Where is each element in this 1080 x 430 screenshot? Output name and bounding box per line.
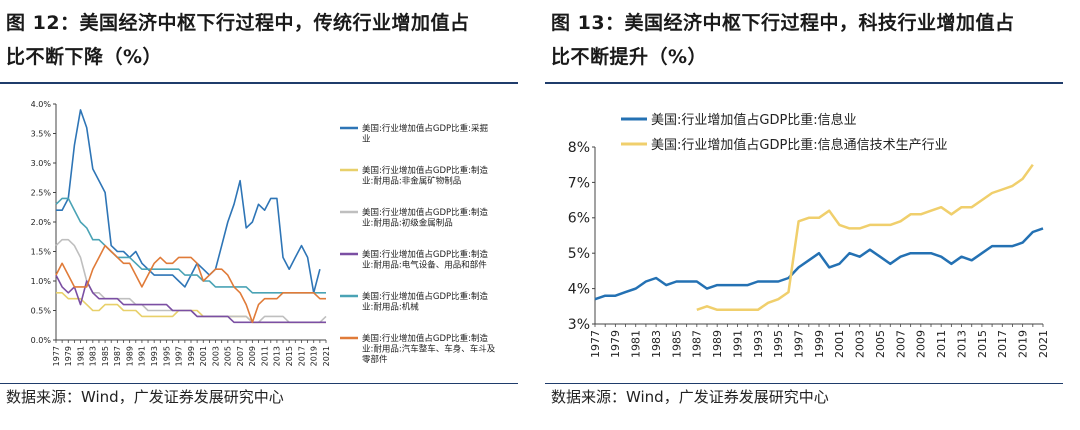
series-line-1 [56, 109, 321, 294]
y-tick-label: 3.5% [31, 129, 52, 138]
y-tick-label: 2.5% [31, 188, 52, 197]
chart-13-plot: 3% 4% 5% 6% 7% 8% 1977 1979 1981 1983 1985 1987 1989… [568, 112, 1050, 358]
chart-12-title-rule [0, 82, 518, 84]
x-tick-label: 1989 [711, 330, 724, 358]
chart-13-bottom-rule [545, 383, 1063, 384]
x-tick-label: 2007 [894, 330, 907, 358]
legend: 美国:行业增加值占GDP比重:采掘业美国:行业增加值占GDP比重:制造业:耐用品… [340, 123, 496, 365]
chart-12-title-line2: 比不断下降（%） [6, 46, 163, 68]
x-tick-label: 2011 [260, 346, 269, 366]
x-tick-label: 2017 [996, 330, 1009, 358]
x-tick-label: 1977 [589, 330, 602, 358]
x-tick-label: 2001 [199, 346, 208, 366]
chart-13-panel: 图 13：美国经济中枢下行过程中，科技行业增加值占 比不断提升（%） 3% 4% 5… [545, 0, 1065, 430]
x-tick-label: 1995 [772, 330, 785, 358]
x-tick-label: 1991 [731, 330, 744, 358]
y-tick-label: 3.0% [31, 159, 52, 168]
y-tick-label: 6% [568, 211, 590, 227]
x-tick-label: 1985 [101, 346, 110, 366]
series-line-1 [594, 227, 1044, 301]
legend-label-5: 美国:行业增加值占GDP比重:制造业:耐用品:机械 [362, 291, 488, 313]
x-tick-label: 1995 [162, 346, 171, 366]
y-tick-label: 4% [568, 282, 590, 298]
x-tick-label: 2005 [224, 346, 233, 366]
x-tick-label: 2019 [1016, 330, 1029, 358]
x-tick-label: 2003 [211, 346, 220, 366]
x-tick-label: 1993 [752, 330, 765, 358]
y-tick-label: 0.5% [31, 306, 52, 315]
legend-label-6: 美国:行业增加值占GDP比重:制造业:耐用品:汽车整车、车身、车斗及零部件 [362, 333, 496, 365]
x-tick-label: 2021 [1037, 330, 1050, 358]
x-tick-label: 2013 [273, 346, 282, 366]
chart-12-title: 图 12：美国经济中枢下行过程中，传统行业增加值占 比不断下降（%） [6, 6, 470, 74]
x-tick-label: 2011 [935, 330, 948, 358]
x-tick-label: 2003 [854, 330, 867, 358]
x-tick-label: 2009 [248, 346, 257, 366]
y-tick-label: 4.0% [31, 100, 52, 109]
series-line-5 [55, 197, 326, 294]
x-tick-label: 1983 [89, 346, 98, 366]
x-tick-label: 1991 [138, 346, 147, 366]
y-tick-label: 2.0% [31, 218, 52, 227]
x-tick-label: 2007 [236, 346, 245, 366]
x-tick-label: 1977 [52, 346, 61, 366]
legend-label-2: 美国:行业增加值占GDP比重:制造业:耐用品:非金属矿物制品 [362, 165, 488, 187]
x-tick-label: 1993 [150, 346, 159, 366]
chart-13-title-line2: 比不断提升（%） [551, 46, 708, 68]
x-tick-label: 1997 [175, 346, 184, 366]
x-tick-label: 1987 [113, 346, 122, 366]
x-tick-label: 2017 [297, 346, 306, 366]
x-tick-label: 1999 [187, 346, 196, 366]
legend-label-2: 美国:行业增加值占GDP比重:信息通信技术生产行业 [651, 137, 948, 153]
series-line-4 [55, 274, 326, 324]
series-line-2 [696, 163, 1034, 312]
y-tick-label: 1.5% [31, 247, 52, 256]
y-tick-label: 3% [568, 317, 590, 333]
legend-label-3: 美国:行业增加值占GDP比重:制造业:耐用品:初级金属制品 [362, 207, 488, 229]
legend-label-1: 美国:行业增加值占GDP比重:采掘业 [362, 123, 488, 145]
x-tick-label: 1987 [691, 330, 704, 358]
y-tick-label: 5% [568, 246, 590, 262]
x-tick-label: 2021 [322, 346, 331, 366]
x-tick-label: 1979 [64, 346, 73, 366]
chart-13-source: 数据来源：Wind，广发证券发展研究中心 [551, 388, 829, 406]
x-tick-label: 1979 [609, 330, 622, 358]
x-tick-label: 2009 [915, 330, 928, 358]
chart-12-bottom-rule [0, 383, 518, 384]
x-tick-label: 1981 [630, 330, 643, 358]
y-tick-label: 8% [568, 140, 590, 156]
x-tick-label: 2001 [833, 330, 846, 358]
x-tick-label: 1981 [76, 346, 85, 366]
x-tick-label: 1985 [670, 330, 683, 358]
x-tick-label: 1989 [125, 346, 134, 366]
y-tick-label: 7% [568, 175, 590, 191]
series-line-6 [55, 244, 326, 324]
x-tick-label: 2015 [976, 330, 989, 358]
chart-12-title-line1: 图 12：美国经济中枢下行过程中，传统行业增加值占 [6, 12, 470, 34]
chart-12-panel: 图 12：美国经济中枢下行过程中，传统行业增加值占 比不断下降（%） 0.0% 0… [0, 0, 524, 430]
chart-12-plot: 0.0% 0.5% 1.0% 1.5% 2.0% 2.5% 3.0% 3.5% 4.0% 1977… [31, 100, 496, 367]
x-tick-label: 2015 [285, 346, 294, 366]
chart-12-source: 数据来源：Wind，广发证券发展研究中心 [6, 388, 284, 406]
legend: 美国:行业增加值占GDP比重:信息业美国:行业增加值占GDP比重:信息通信技术生… [621, 112, 948, 153]
chart-13-title-rule [545, 82, 1063, 84]
y-tick-label: 0.0% [31, 336, 52, 345]
x-tick-label: 2005 [874, 330, 887, 358]
x-tick-label: 2019 [310, 346, 319, 366]
x-tick-label: 1983 [650, 330, 663, 358]
x-tick-label: 1997 [792, 330, 805, 358]
legend-label-4: 美国:行业增加值占GDP比重:制造业:耐用品:电气设备、用品和部件 [362, 249, 488, 271]
chart-13-title: 图 13：美国经济中枢下行过程中，科技行业增加值占 比不断提升（%） [551, 6, 1015, 74]
x-tick-label: 2013 [955, 330, 968, 358]
x-tick-label: 1999 [813, 330, 826, 358]
y-tick-label: 1.0% [31, 277, 52, 286]
chart-13-title-line1: 图 13：美国经济中枢下行过程中，科技行业增加值占 [551, 12, 1015, 34]
legend-label-1: 美国:行业增加值占GDP比重:信息业 [651, 112, 857, 128]
